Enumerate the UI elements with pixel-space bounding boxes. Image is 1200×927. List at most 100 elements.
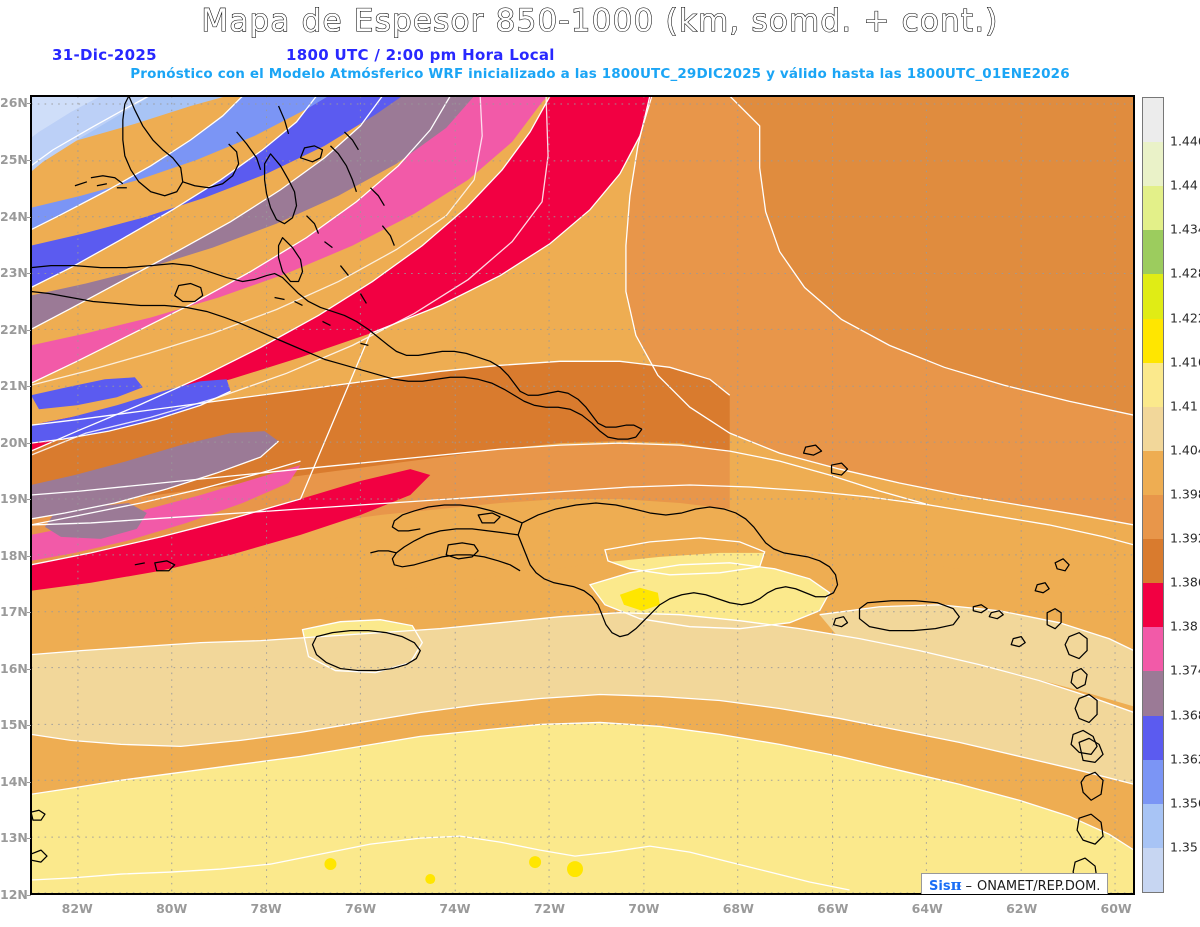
y-axis-label-26n: 26N xyxy=(0,95,28,111)
band-1410 xyxy=(31,722,1134,894)
y-axis-label-13n: 13N xyxy=(0,830,28,846)
y-axis-label-15n: 15N xyxy=(0,717,28,733)
y-axis-tick xyxy=(27,216,31,218)
x-axis-label-72w: 72W xyxy=(533,901,566,916)
x-axis-label-78w: 78W xyxy=(250,901,282,916)
contour-lines xyxy=(31,96,1134,891)
y-axis-label-19n: 19N xyxy=(0,491,28,507)
y-axis-tick xyxy=(27,499,31,501)
y-axis-tick xyxy=(27,160,31,162)
colorbar-tick-1-434: 1.434 xyxy=(1170,221,1200,237)
forecast-date: 31-Dic-2025 xyxy=(52,46,157,64)
page-title: Mapa de Espesor 850-1000 (km, somd. + co… xyxy=(201,2,999,39)
colorbar[interactable] xyxy=(1142,97,1164,893)
colorbar-band-17 xyxy=(1143,847,1163,892)
x-axis-label-82w: 82W xyxy=(61,901,93,916)
y-axis-tick xyxy=(27,668,31,670)
coastlines xyxy=(31,96,1104,889)
attribution-badge[interactable]: Sis π̵ – ONAMET/REP.DOM. xyxy=(921,873,1109,894)
colorbar-band-13 xyxy=(1143,671,1163,716)
y-axis-label-25n: 25N xyxy=(0,152,28,168)
x-axis-label-66w: 66W xyxy=(817,901,849,916)
colorbar-tick-1-35: 1.35 xyxy=(1170,839,1198,855)
y-axis-tick xyxy=(27,329,31,331)
y-axis-label-20n: 20N xyxy=(0,434,28,450)
y-axis-label-21n: 21N xyxy=(0,378,28,394)
colorbar-band-15 xyxy=(1143,759,1163,804)
subtitle-row: 31-Dic-2025 1800 UTC / 2:00 pm Hora Loca… xyxy=(0,46,1200,66)
y-axis-tick xyxy=(27,442,31,444)
y-axis-label-24n: 24N xyxy=(0,208,28,224)
colorbar-tick-1-368: 1.368 xyxy=(1170,707,1200,723)
band-1380 xyxy=(31,96,652,565)
y-axis-label-17n: 17N xyxy=(0,604,28,620)
colorbar-tick-1-356: 1.356 xyxy=(1170,795,1200,811)
attribution-brand: Sis xyxy=(929,879,951,894)
attribution-separator: – xyxy=(965,879,973,894)
grid-lines xyxy=(31,96,1134,894)
x-axis-label-68w: 68W xyxy=(722,901,754,916)
colorbar-band-10 xyxy=(1143,539,1163,584)
colorbar-band-7 xyxy=(1143,406,1163,451)
colorbar-band-16 xyxy=(1143,803,1163,848)
colorbar-tick-1-44: 1.44 xyxy=(1170,177,1198,193)
x-axis-label-60w: 60W xyxy=(1100,901,1132,916)
y-axis-label-12n: 12N xyxy=(0,887,28,902)
y-axis-tick xyxy=(27,895,31,896)
band-1404 xyxy=(31,612,1134,785)
model-description: Pronóstico con el Modelo Atmósferico WRF… xyxy=(130,66,1070,82)
colorbar-tick-1-386: 1.386 xyxy=(1170,574,1200,590)
hispaniola-hot-core xyxy=(619,587,660,611)
map-plot-area[interactable]: Sis π̵ – ONAMET/REP.DOM. xyxy=(30,95,1135,895)
colorbar-band-9 xyxy=(1143,494,1163,540)
colorbar-tick-1-404: 1.404 xyxy=(1170,442,1200,458)
x-axis-label-64w: 64W xyxy=(911,901,943,916)
y-axis-tick xyxy=(27,781,31,783)
colorbar-tick-1-446: 1.446 xyxy=(1170,133,1200,149)
colorbar-band-14 xyxy=(1143,715,1163,760)
attribution-brand-mark: π̵ xyxy=(950,876,962,894)
band-1374 xyxy=(31,96,549,456)
x-axis-label-74w: 74W xyxy=(439,901,471,916)
x-axis-label-70w: 70W xyxy=(628,901,660,916)
colorbar-tick-1-392: 1.392 xyxy=(1170,530,1200,546)
colorbar-band-0 xyxy=(1143,98,1163,143)
band-1380-sw xyxy=(31,469,431,591)
y-axis-label-18n: 18N xyxy=(0,547,28,563)
band-1368 xyxy=(31,96,475,386)
band-1362-tongue2 xyxy=(31,377,143,410)
y-axis-label-22n: 22N xyxy=(0,321,28,337)
y-axis-tick xyxy=(27,725,31,727)
band-outer-nw xyxy=(31,96,101,138)
colorbar-tick-1-374: 1.374 xyxy=(1170,662,1200,678)
thickness-contour-map xyxy=(31,96,1134,894)
x-axis-label-62w: 62W xyxy=(1006,901,1038,916)
colorbar-band-11 xyxy=(1143,583,1163,628)
y-axis-label-14n: 14N xyxy=(0,773,28,789)
y-axis-tick xyxy=(27,273,31,275)
y-axis-tick xyxy=(27,555,31,557)
colorbar-tick-1-41: 1.41 xyxy=(1170,398,1198,414)
colorbar-band-8 xyxy=(1143,450,1163,495)
band-1350 xyxy=(31,96,227,228)
map-header: Mapa de Espesor 850-1000 (km, somd. + co… xyxy=(0,0,1200,92)
colorbar-tick-1-398: 1.398 xyxy=(1170,486,1200,502)
y-axis-tick xyxy=(27,838,31,840)
x-axis-label-80w: 80W xyxy=(156,901,188,916)
colorbar-tick-1-428: 1.428 xyxy=(1170,265,1200,281)
colorbar-band-5 xyxy=(1143,318,1163,363)
band-1362-tongue xyxy=(31,379,231,444)
colorbar-band-6 xyxy=(1143,362,1163,407)
forecast-valid-time: 1800 UTC / 2:00 pm Hora Local xyxy=(286,46,555,64)
colorbar-band-4 xyxy=(1143,274,1163,319)
y-axis-tick xyxy=(27,386,31,388)
colorbar-tick-1-416: 1.416 xyxy=(1170,354,1200,370)
band-1392-core xyxy=(729,96,1134,416)
x-axis-label-76w: 76W xyxy=(344,901,377,916)
y-axis-label-16n: 16N xyxy=(0,660,28,676)
band-1368-cuba xyxy=(31,431,279,519)
colorbar-tick-1-38: 1.38 xyxy=(1170,618,1198,634)
colorbar-tick-1-362: 1.362 xyxy=(1170,751,1200,767)
colorbar-band-1 xyxy=(1143,142,1163,187)
